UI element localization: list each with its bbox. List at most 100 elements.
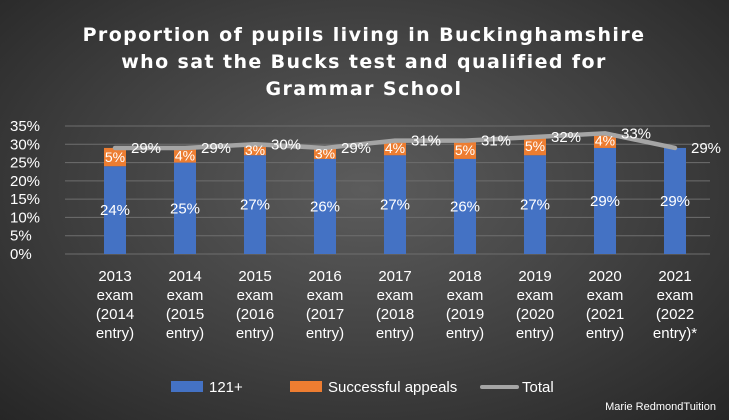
x-axis-category-labels: 2013 exam (2014 entry)2014 exam (2015 entry)20… <box>96 268 697 342</box>
x-category-label-line: exam <box>167 287 204 304</box>
x-category-label-line: (2020 <box>516 306 554 323</box>
x-category-label-line: exam <box>517 287 554 304</box>
data-label-121plus: 27% <box>520 197 550 214</box>
chart-title: Proportion of pupils living in Buckingha… <box>83 24 646 100</box>
data-label-121plus: 29% <box>660 193 690 210</box>
bar-successful-appeals <box>384 140 406 156</box>
bars <box>104 133 686 254</box>
x-category-label-line: 2013 <box>98 268 131 285</box>
y-tick-label: 25% <box>10 155 40 172</box>
legend-label-successful-appeals: Successful appeals <box>328 379 457 396</box>
y-tick-label: 0% <box>10 246 32 263</box>
x-category-label-line: (2019 <box>446 306 484 323</box>
y-tick-label: 10% <box>10 209 40 226</box>
data-label-total: 30% <box>271 136 301 153</box>
x-category-label: 2013 exam (2014 entry) <box>96 268 134 342</box>
x-category-label-line: (2017 <box>306 306 344 323</box>
data-label-121plus: 27% <box>240 197 270 214</box>
data-label-total: 29% <box>201 140 231 157</box>
legend: 121+ Successful appeals Total <box>171 379 554 396</box>
data-label-total: 31% <box>411 133 441 150</box>
x-category-label-line: entry) <box>96 325 134 342</box>
credit-text: Marie RedmondTuition <box>605 401 716 413</box>
data-label-total: 29% <box>131 140 161 157</box>
legend-label-total: Total <box>522 379 554 396</box>
bar-121plus <box>174 162 196 254</box>
bar-successful-appeals <box>314 147 336 159</box>
data-label-total: 32% <box>551 129 581 146</box>
x-category-label: 2016 exam (2017 entry) <box>306 268 344 342</box>
bar-successful-appeals <box>524 136 546 156</box>
x-category-label: 2019 exam (2020 entry) <box>516 268 554 342</box>
data-label-successful-appeals: 3% <box>315 145 335 161</box>
x-category-label-line: 2016 <box>308 268 341 285</box>
total-line-path <box>112 131 678 151</box>
data-label-121plus: 26% <box>310 198 340 215</box>
data-label-successful-appeals: 5% <box>105 149 125 165</box>
x-category-label-line: entry) <box>166 325 204 342</box>
bar-121plus <box>664 147 686 254</box>
bar-121plus <box>594 147 616 254</box>
x-category-label-line: exam <box>307 287 344 304</box>
x-category-label-line: 2015 <box>238 268 271 285</box>
chart-title-line-1: Proportion of pupils living in Buckingha… <box>83 24 646 46</box>
x-category-label-line: entry) <box>516 325 554 342</box>
x-category-label-line: (2016 <box>236 306 274 323</box>
x-category-label: 2018 exam (2019 entry) <box>446 268 484 342</box>
x-category-label-line: entry)* <box>653 325 697 342</box>
x-category-label-line: 2020 <box>588 268 621 285</box>
bar-successful-appeals <box>454 140 476 159</box>
data-label-121plus: 26% <box>450 198 480 215</box>
bar-121plus <box>104 166 126 254</box>
bar-121plus <box>454 158 476 254</box>
x-category-label-line: (2022 <box>656 306 694 323</box>
y-tick-label: 5% <box>10 228 32 245</box>
x-category-label: 2021 exam (2022 entry)* <box>653 268 697 342</box>
legend-label-121plus: 121+ <box>209 379 243 396</box>
x-category-label-line: 2017 <box>378 268 411 285</box>
bar-121plus <box>244 155 266 254</box>
y-tick-label: 15% <box>10 191 40 208</box>
data-label-121plus: 24% <box>100 202 130 219</box>
data-label-total: 33% <box>621 125 651 142</box>
bar-successful-appeals <box>244 144 266 156</box>
data-label-total: 31% <box>481 133 511 150</box>
data-label-121plus: 27% <box>380 197 410 214</box>
x-category-label: 2020 exam (2021 entry) <box>586 268 624 342</box>
x-category-label-line: 2014 <box>168 268 201 285</box>
x-category-label-line: entry) <box>446 325 484 342</box>
x-category-label-line: exam <box>587 287 624 304</box>
data-label-total: 29% <box>691 140 721 157</box>
bar-successful-appeals <box>174 147 196 163</box>
x-category-label-line: 2019 <box>518 268 551 285</box>
chart-title-line-3: Grammar School <box>266 78 463 100</box>
legend-swatch-121plus <box>171 381 203 392</box>
x-category-label-line: entry) <box>376 325 414 342</box>
bar-successful-appeals <box>594 133 616 148</box>
data-label-successful-appeals: 4% <box>175 147 195 163</box>
y-axis-tick-labels: 35%30% 25%20%15%10% 5%0% <box>10 118 40 263</box>
x-category-label-line: exam <box>447 287 484 304</box>
x-category-label: 2015 exam (2016 entry) <box>236 268 274 342</box>
data-labels: 24% 5% 29% 25% 4% 29% 27% 3% 30% 26% 3% 29% 27% 4% 31%… <box>100 125 721 219</box>
x-category-label: 2014 exam (2015 entry) <box>166 268 204 342</box>
x-category-label-line: exam <box>97 287 134 304</box>
x-category-label-line: exam <box>377 287 414 304</box>
x-category-label-line: 2018 <box>448 268 481 285</box>
y-tick-label: 30% <box>10 136 40 153</box>
x-category-label-line: (2021 <box>586 306 624 323</box>
data-label-successful-appeals: 4% <box>385 140 405 156</box>
x-category-label-line: entry) <box>236 325 274 342</box>
x-category-label-line: entry) <box>586 325 624 342</box>
data-label-121plus: 25% <box>170 200 200 217</box>
legend-swatch-successful-appeals <box>290 381 322 392</box>
x-category-label-line: exam <box>657 287 694 304</box>
bar-121plus <box>524 155 546 254</box>
bar-121plus <box>384 155 406 254</box>
x-category-label-line: 2021 <box>658 268 691 285</box>
x-category-label-line: exam <box>237 287 274 304</box>
data-label-successful-appeals: 3% <box>245 142 265 158</box>
bar-121plus <box>314 158 336 254</box>
y-tick-label: 35% <box>10 118 40 135</box>
